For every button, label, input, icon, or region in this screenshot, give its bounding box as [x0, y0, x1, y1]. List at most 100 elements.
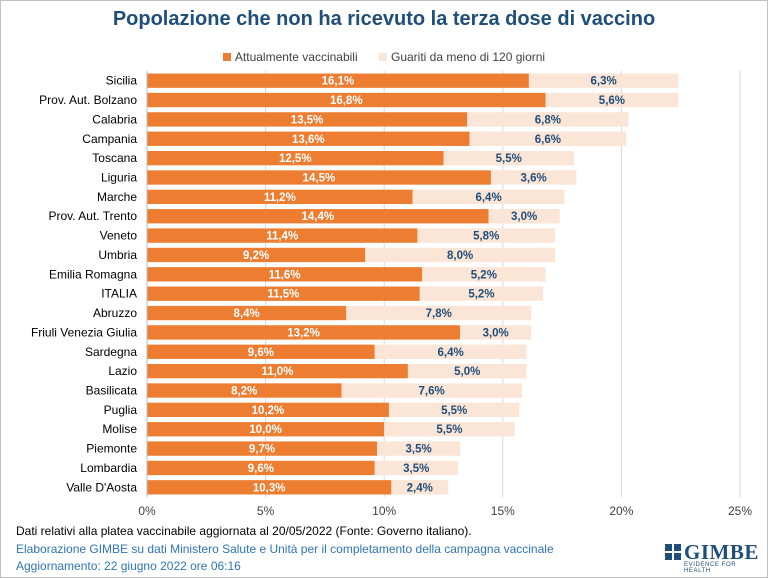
bar-segment-series2 [488, 209, 560, 224]
bar-segment-series1 [147, 422, 385, 437]
bar-segment-series1 [147, 189, 413, 205]
category-label: Veneto [100, 229, 138, 243]
category-label: Sicilia [106, 74, 138, 88]
bar-segment-series2 [391, 480, 449, 495]
category-label: Valle D'Aosta [66, 480, 137, 494]
data-label-series2: 5,8% [473, 231, 499, 243]
bar-segment-series2 [419, 286, 544, 301]
data-label-series1: 9,6% [248, 463, 274, 475]
category-label: Friuli Venezia Giulia [31, 325, 137, 339]
category-label: Prov. Aut. Bolzano [39, 93, 137, 107]
bar-segment-series1 [147, 170, 491, 185]
data-label-series2: 3,5% [403, 463, 429, 475]
bar-segment-series1 [147, 480, 392, 495]
x-tick-label: 10% [372, 504, 396, 518]
elaboration-note: Elaborazione GIMBE su dati Ministero Sal… [16, 542, 554, 556]
category-label: Marche [97, 190, 137, 204]
bar-segment-series2 [545, 92, 679, 108]
category-label: Campania [82, 132, 137, 146]
bar-segment-series1 [147, 344, 375, 359]
data-label-series1: 11,6% [269, 269, 301, 281]
data-label-series2: 6,4% [475, 192, 501, 204]
bar-segment-series1 [147, 228, 418, 243]
category-label: Lombardia [80, 461, 137, 475]
data-label-series1: 13,6% [292, 134, 325, 146]
data-label-series2: 7,6% [419, 386, 445, 398]
data-label-series1: 8,2% [231, 386, 257, 398]
legend-item-series2: Guariti da meno di 120 giorni [378, 50, 545, 64]
category-label: Lazio [108, 364, 137, 378]
bar-segment-series2 [377, 441, 461, 456]
bar-segment-series2 [528, 73, 679, 88]
category-label: Calabria [92, 112, 137, 126]
bar-segment-series1 [147, 402, 389, 418]
bar-segment-series2 [365, 247, 555, 263]
bar-segment-series1 [147, 92, 546, 108]
data-label-series2: 6,3% [591, 76, 617, 88]
gimbe-logo-mark-icon [665, 544, 681, 560]
category-label: Emilia Romagna [49, 267, 137, 281]
bar-segment-series2 [443, 150, 574, 166]
bar-segment-series2 [422, 267, 546, 282]
category-label: Basilicata [86, 384, 138, 398]
bar-segment-series2 [384, 422, 515, 437]
data-label-series1: 13,2% [287, 327, 320, 339]
data-label-series2: 5,5% [436, 424, 462, 436]
data-label-series2: 6,6% [535, 134, 561, 146]
category-label: Molise [102, 422, 137, 436]
chart-title: Popolazione che non ha ricevuto la terza… [112, 8, 656, 30]
data-label-series1: 14,5% [303, 173, 336, 185]
data-label-series1: 11,4% [266, 231, 298, 243]
bar-segment-series1 [147, 460, 375, 476]
legend-swatch-series2 [378, 53, 387, 61]
bar-segment-series1 [147, 131, 470, 146]
data-label-series2: 3,0% [511, 211, 537, 223]
x-tick-label: 15% [491, 504, 515, 518]
bar-segment-series2 [346, 305, 532, 321]
x-tick-label: 0% [138, 504, 156, 518]
data-label-series1: 10,2% [252, 405, 285, 417]
data-label-series1: 13,5% [291, 114, 324, 126]
bar-segment-series1 [147, 73, 529, 88]
category-label: ITALIA [101, 287, 137, 301]
gimbe-logo: GIMBE EVIDENCE FOR HEALTH [665, 540, 760, 574]
bar-segment-series2 [490, 170, 577, 185]
data-label-series1: 10,0% [249, 424, 282, 436]
legend-swatch-series1 [222, 53, 231, 61]
bar-segment-series1 [147, 247, 366, 263]
category-label: Abruzzo [93, 306, 137, 320]
data-label-series2: 3,6% [521, 173, 547, 185]
x-tick-label: 25% [728, 504, 752, 518]
legend-label-series1: Attualmente vaccinabili [234, 50, 358, 64]
update-note: Aggiornamento: 22 giugno 2022 ore 06:16 [16, 559, 241, 573]
data-label-series1: 11,5% [267, 289, 299, 301]
x-tick-label: 5% [257, 504, 275, 518]
data-label-series1: 16,8% [330, 95, 363, 107]
gimbe-logo-tagline: EVIDENCE FOR HEALTH [684, 562, 737, 574]
data-label-series2: 5,5% [441, 405, 467, 417]
data-label-series1: 11,0% [261, 366, 293, 378]
data-label-series2: 7,8% [426, 308, 452, 320]
bar-segment-series2 [412, 189, 565, 205]
category-label: Piemonte [86, 442, 137, 456]
bar-segment-series1 [147, 150, 444, 166]
data-label-series1: 11,2% [264, 192, 296, 204]
data-label-series1: 9,6% [248, 347, 274, 359]
data-label-series1: 8,4% [234, 308, 260, 320]
legend: Attualmente vaccinabili Guariti da meno … [0, 50, 768, 64]
data-label-series2: 5,0% [454, 366, 480, 378]
bar-segment-series2 [341, 383, 522, 398]
bar-segment-series1 [147, 267, 423, 282]
data-label-series2: 5,2% [468, 289, 494, 301]
bar-segment-series1 [147, 441, 378, 456]
bar-segment-series1 [147, 363, 408, 379]
bar-segment-series2 [417, 228, 555, 243]
category-label: Puglia [104, 403, 138, 417]
bar-segment-series2 [467, 112, 629, 127]
category-label: Sardegna [85, 345, 137, 359]
bar-segment-series2 [407, 363, 527, 379]
bar-segment-series1 [147, 325, 461, 340]
data-label-series2: 6,8% [535, 114, 561, 126]
source-note: Dati relativi alla platea vaccinabile ag… [16, 524, 472, 538]
bar-segment-series1 [147, 383, 342, 398]
